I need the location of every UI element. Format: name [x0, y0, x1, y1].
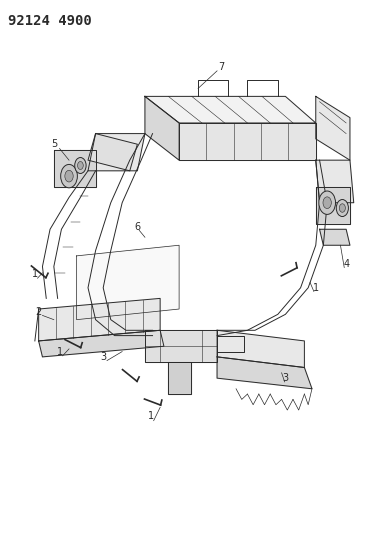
Polygon shape	[77, 245, 179, 320]
Circle shape	[323, 197, 331, 208]
Circle shape	[319, 191, 336, 214]
Polygon shape	[168, 362, 190, 394]
Text: 1: 1	[147, 411, 154, 422]
Polygon shape	[38, 330, 164, 357]
Text: 7: 7	[218, 62, 224, 72]
Text: 1: 1	[313, 283, 319, 293]
Polygon shape	[316, 160, 354, 203]
Text: 3: 3	[100, 352, 106, 362]
Text: 3: 3	[282, 373, 288, 383]
Polygon shape	[179, 123, 316, 160]
Polygon shape	[320, 229, 350, 245]
Polygon shape	[217, 330, 304, 368]
Circle shape	[336, 199, 348, 216]
Polygon shape	[316, 96, 350, 160]
Circle shape	[61, 165, 77, 188]
Circle shape	[339, 204, 346, 212]
Circle shape	[75, 158, 86, 173]
Polygon shape	[38, 298, 160, 341]
Polygon shape	[88, 134, 138, 171]
Circle shape	[65, 170, 73, 182]
Text: 6: 6	[134, 222, 141, 232]
Polygon shape	[316, 187, 350, 224]
Polygon shape	[217, 336, 243, 352]
Text: 2: 2	[35, 306, 42, 317]
Text: 92124 4900: 92124 4900	[8, 14, 92, 28]
Polygon shape	[217, 357, 312, 389]
Polygon shape	[88, 134, 145, 171]
Polygon shape	[54, 150, 96, 187]
Polygon shape	[145, 96, 179, 160]
Text: 4: 4	[343, 259, 349, 269]
Polygon shape	[145, 96, 316, 123]
Text: 1: 1	[56, 346, 62, 357]
Polygon shape	[145, 330, 217, 362]
Text: 1: 1	[32, 270, 38, 279]
Text: 5: 5	[51, 139, 57, 149]
Circle shape	[78, 161, 83, 169]
